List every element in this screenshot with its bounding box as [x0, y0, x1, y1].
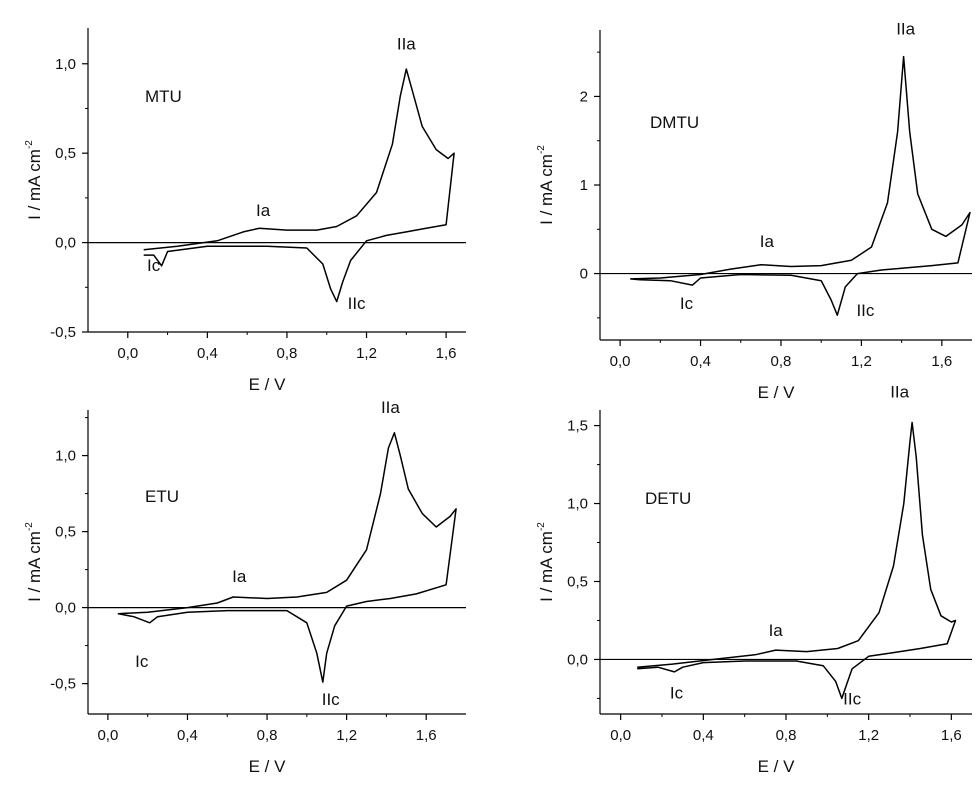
peak-label-iia: IIa [397, 34, 416, 53]
peak-label-ic: Ic [147, 256, 161, 275]
x-tick-label: 0,0 [610, 353, 631, 370]
compound-label: ETU [145, 487, 179, 506]
peak-label-iic: IIc [856, 301, 874, 320]
peak-label-iic: IIc [322, 690, 340, 709]
y-tick-label: 0 [580, 266, 588, 283]
peak-label-ia: Ia [256, 201, 271, 220]
panel-detu: 0,0 0,4 0,8 1,2 1,6 0,0 0,5 1,0 1,5 E / V I / mA c… [536, 383, 972, 776]
x-tick-label: 0,0 [117, 345, 138, 362]
peak-label-iia: IIa [896, 19, 915, 38]
y-axis-label-superscript: -2 [24, 522, 35, 531]
x-tick-label: 1,2 [356, 345, 377, 362]
peak-label-iic: IIc [843, 690, 861, 709]
y-axis-label: I / mA cm-2 [24, 140, 44, 220]
x-tick-label: 0,8 [771, 353, 792, 370]
x-tick-label: 1,2 [336, 727, 357, 744]
compound-label: DMTU [650, 113, 699, 132]
y-tick-label: 2 [580, 88, 588, 105]
y-tick-label: -0,5 [50, 324, 76, 341]
x-axis-label: E / V [758, 757, 796, 776]
voltammogram-curve [630, 55, 971, 316]
peak-label-ia: Ia [760, 232, 775, 251]
peak-label-ic: Ic [670, 683, 684, 702]
x-tick-label: 1,2 [858, 727, 879, 744]
peak-label-iic: IIc [348, 294, 366, 313]
y-axis-label: I / mA cm-2 [24, 522, 44, 602]
peak-label-ia: Ia [769, 621, 784, 640]
y-tick-label: 0,5 [55, 145, 76, 162]
peak-label-ic: Ic [135, 652, 149, 671]
y-axis-label-text: I / mA cm [537, 531, 556, 602]
y-axis-label-superscript: -2 [536, 145, 547, 154]
y-tick-label: 1,0 [55, 448, 76, 465]
x-tick-label: 0,8 [257, 727, 278, 744]
compound-label: DETU [645, 489, 691, 508]
y-axis-label-superscript: -2 [536, 522, 547, 531]
x-tick-label: 0,0 [610, 727, 631, 744]
y-tick-label: 0,0 [55, 600, 76, 617]
voltammogram-curve [143, 68, 455, 303]
x-tick-label: 0,4 [197, 345, 218, 362]
y-axis-label: I / mA cm-2 [536, 522, 556, 602]
voltammogram-curve [637, 421, 957, 700]
peak-label-ic: Ic [680, 294, 694, 313]
x-axis-label: E / V [249, 375, 287, 394]
x-axis-label: E / V [249, 757, 287, 776]
y-tick-label: 0,5 [567, 573, 588, 590]
x-tick-label: 0,8 [776, 727, 797, 744]
x-tick-label: 1,6 [931, 353, 952, 370]
x-tick-label: 1,6 [416, 727, 437, 744]
x-tick-label: 1,6 [941, 727, 962, 744]
y-tick-label: 0,0 [55, 235, 76, 252]
x-tick-label: 1,2 [851, 353, 872, 370]
x-tick-label: 0,4 [177, 727, 198, 744]
y-tick-label: 1 [580, 177, 588, 194]
peak-label-iia: IIa [381, 398, 400, 417]
y-tick-label: 1,0 [55, 56, 76, 73]
y-tick-label: 0,5 [55, 524, 76, 541]
y-tick-label: 0,0 [567, 651, 588, 668]
x-tick-label: 1,6 [436, 345, 457, 362]
y-axis-label-text: I / mA cm [537, 154, 556, 225]
x-tick-label: 0,4 [693, 727, 714, 744]
compound-label: MTU [145, 87, 182, 106]
panel-dmtu: 0,0 0,4 0,8 1,2 1,6 0 1 2 E / V I / mA cm-2 DMTU II… [536, 19, 972, 402]
x-tick-label: 0,4 [690, 353, 711, 370]
y-axis-label: I / mA cm-2 [536, 145, 556, 225]
voltammogram-curve [117, 432, 457, 683]
x-tick-label: 0,0 [97, 727, 118, 744]
y-tick-label: 1,0 [567, 496, 588, 513]
peak-label-iia: IIa [890, 383, 909, 402]
y-axis-label-superscript: -2 [24, 140, 35, 149]
panel-etu: 0,0 0,4 0,8 1,2 1,6 -0,5 0,0 0,5 1,0 E / V I / mA … [24, 398, 466, 776]
y-tick-label: -0,5 [50, 676, 76, 693]
y-tick-label: 1,5 [567, 418, 588, 435]
peak-label-ia: Ia [232, 567, 247, 586]
x-tick-label: 0,8 [277, 345, 298, 362]
x-axis-label: E / V [758, 383, 796, 402]
panel-mtu: 0,0 0,4 0,8 1,2 1,6 -0,5 0,0 0,5 1,0 E / V I / mA … [24, 28, 466, 394]
y-axis-label-text: I / mA cm [25, 149, 44, 220]
y-axis-label-text: I / mA cm [25, 531, 44, 602]
